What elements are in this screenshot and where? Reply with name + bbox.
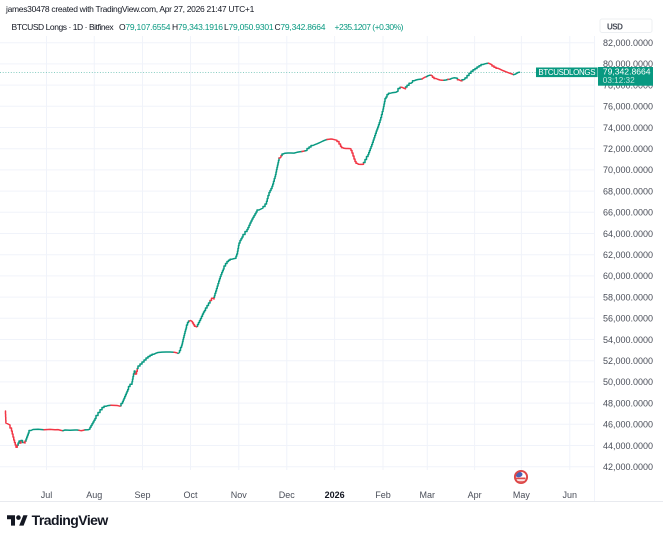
svg-text:Mar: Mar [420,490,436,500]
svg-text:03:12:32: 03:12:32 [603,76,635,85]
svg-text:Jul: Jul [41,490,53,500]
svg-text:44,000.0000: 44,000.0000 [603,441,653,451]
svg-text:Apr: Apr [468,490,482,500]
svg-text:58,000.0000: 58,000.0000 [603,292,653,302]
svg-text:Oct: Oct [183,490,198,500]
svg-text:BTCUSDLONGS: BTCUSDLONGS [538,68,595,77]
svg-text:May: May [513,490,531,500]
svg-text:60,000.0000: 60,000.0000 [603,271,653,281]
svg-text:Nov: Nov [231,490,248,500]
svg-text:50,000.0000: 50,000.0000 [603,377,653,387]
svg-text:42,000.0000: 42,000.0000 [603,462,653,472]
svg-text:52,000.0000: 52,000.0000 [603,356,653,366]
svg-text:70,000.0000: 70,000.0000 [603,165,653,175]
svg-text:80,000.0000: 80,000.0000 [603,59,653,69]
svg-text:Dec: Dec [279,490,296,500]
svg-text:79,342.8664: 79,342.8664 [603,66,651,76]
svg-text:2026: 2026 [325,490,345,500]
svg-text:66,000.0000: 66,000.0000 [603,208,653,218]
svg-text:74,000.0000: 74,000.0000 [603,123,653,133]
svg-text:72,000.0000: 72,000.0000 [603,144,653,154]
svg-text:Feb: Feb [375,490,391,500]
svg-text:USD: USD [607,23,623,32]
svg-text:62,000.0000: 62,000.0000 [603,250,653,260]
svg-text:46,000.0000: 46,000.0000 [603,420,653,430]
svg-text:64,000.0000: 64,000.0000 [603,229,653,239]
svg-text:Jun: Jun [563,490,578,500]
svg-text:Aug: Aug [86,490,102,500]
svg-text:76,000.0000: 76,000.0000 [603,102,653,112]
svg-text:68,000.0000: 68,000.0000 [603,186,653,196]
svg-text:82,000.0000: 82,000.0000 [603,38,653,48]
svg-text:56,000.0000: 56,000.0000 [603,314,653,324]
svg-text:Sep: Sep [134,490,150,500]
svg-text:54,000.0000: 54,000.0000 [603,335,653,345]
svg-text:48,000.0000: 48,000.0000 [603,398,653,408]
